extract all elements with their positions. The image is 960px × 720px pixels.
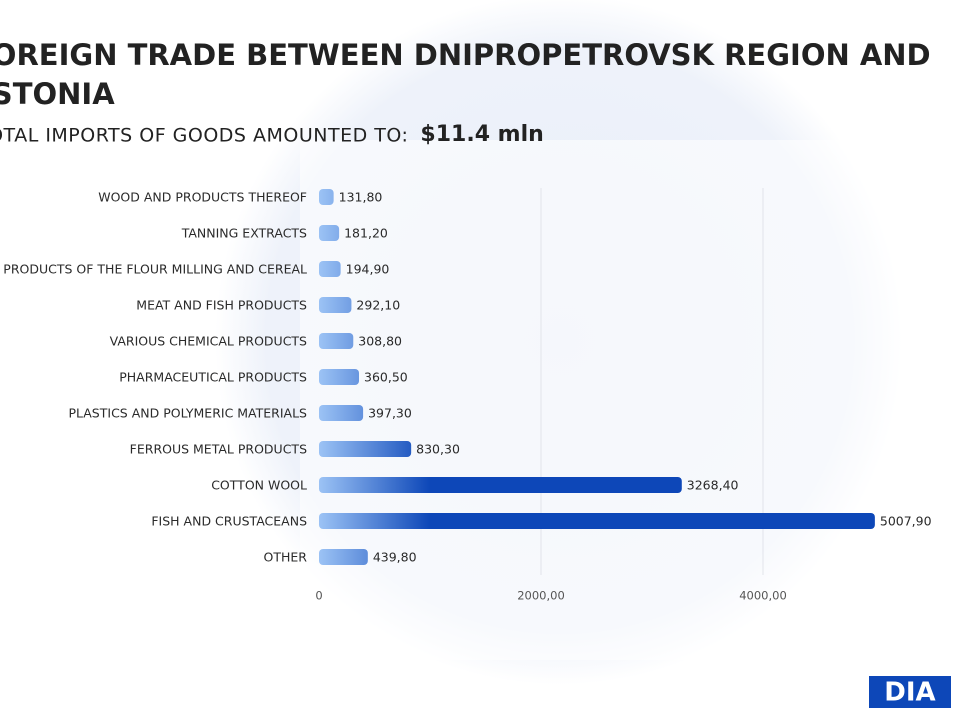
y-tick-label: WOOD AND PRODUCTS THEREOF: [98, 190, 307, 205]
value-label: 292,10: [356, 298, 400, 313]
value-label: 397,30: [368, 406, 412, 421]
value-label: 3268,40: [687, 478, 739, 493]
chart-title: FOREIGN TRADE BETWEEN DNIPROPETROVSK REG…: [0, 38, 931, 72]
value-label: 131,80: [339, 190, 383, 205]
y-tick-label: PHARMACEUTICAL PRODUCTS: [119, 370, 307, 385]
value-label: 830,30: [416, 442, 460, 457]
x-tick-label: 2000,00: [517, 589, 565, 603]
bar: [319, 297, 352, 313]
y-tick-label: PRODUCTS OF THE FLOUR MILLING AND CEREAL: [3, 262, 307, 277]
value-label: 439,80: [373, 550, 417, 565]
bar: [319, 405, 364, 421]
background-panel: [300, 140, 960, 660]
bar: [319, 513, 875, 529]
bar: [319, 549, 368, 565]
bar: [319, 261, 341, 277]
y-tick-label: OTHER: [264, 550, 308, 565]
bar: [319, 477, 682, 493]
value-label: 5007,90: [880, 514, 932, 529]
y-tick-label: TANNING EXTRACTS: [181, 226, 307, 241]
logo-box: [869, 676, 951, 708]
chart-subtitle: TOTAL IMPORTS OF GOODS AMOUNTED TO:: [0, 125, 408, 147]
x-tick-label: 4000,00: [739, 589, 787, 603]
value-label: 181,20: [344, 226, 388, 241]
y-tick-label: VARIOUS CHEMICAL PRODUCTS: [110, 334, 307, 349]
chart-title: ESTONIA: [0, 77, 115, 111]
bar: [319, 441, 412, 457]
bar: [319, 333, 354, 349]
y-tick-label: PLASTICS AND POLYMERIC MATERIALS: [68, 406, 307, 421]
x-tick-label: 0: [315, 589, 322, 603]
value-label: 360,50: [364, 370, 408, 385]
total: $11.4 mln: [420, 122, 543, 147]
value-label: 308,80: [358, 334, 402, 349]
y-tick-label: COTTON WOOL: [211, 478, 307, 493]
y-tick-label: MEAT AND FISH PRODUCTS: [136, 298, 307, 313]
value-label: 194,90: [346, 262, 390, 277]
bar: [319, 369, 360, 385]
logo-text: DIA: [884, 678, 935, 708]
bar: [319, 189, 334, 205]
y-tick-label: FERROUS METAL PRODUCTS: [130, 442, 307, 457]
bar: [319, 225, 340, 241]
logo: DIA: [869, 676, 951, 708]
y-tick-label: FISH AND CRUSTACEANS: [151, 514, 307, 529]
